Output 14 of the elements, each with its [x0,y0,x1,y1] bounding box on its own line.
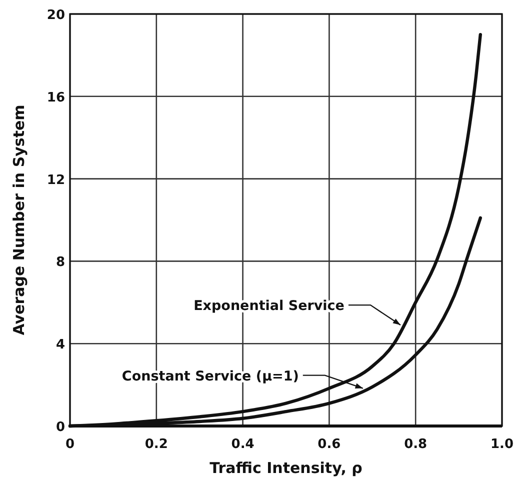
x-tick-label: 0.8 [404,437,428,452]
y-tick-label: 8 [56,255,65,270]
x-axis-title: Traffic Intensity, ρ [210,459,363,477]
x-tick-label: 0.4 [231,437,254,452]
y-axis-title: Average Number in System [10,104,28,336]
y-tick-label: 12 [46,172,65,188]
x-tick-label: 1.0 [490,437,514,452]
y-tick-label: 16 [46,90,65,106]
x-tick-label: 0.2 [144,437,168,452]
x-tick-label: 0.6 [318,437,341,452]
y-tick-label: 4 [56,338,65,353]
y-tick-label: 0 [56,420,65,435]
x-tick-label: 0 [65,437,75,452]
y-tick-label: 20 [46,8,65,23]
